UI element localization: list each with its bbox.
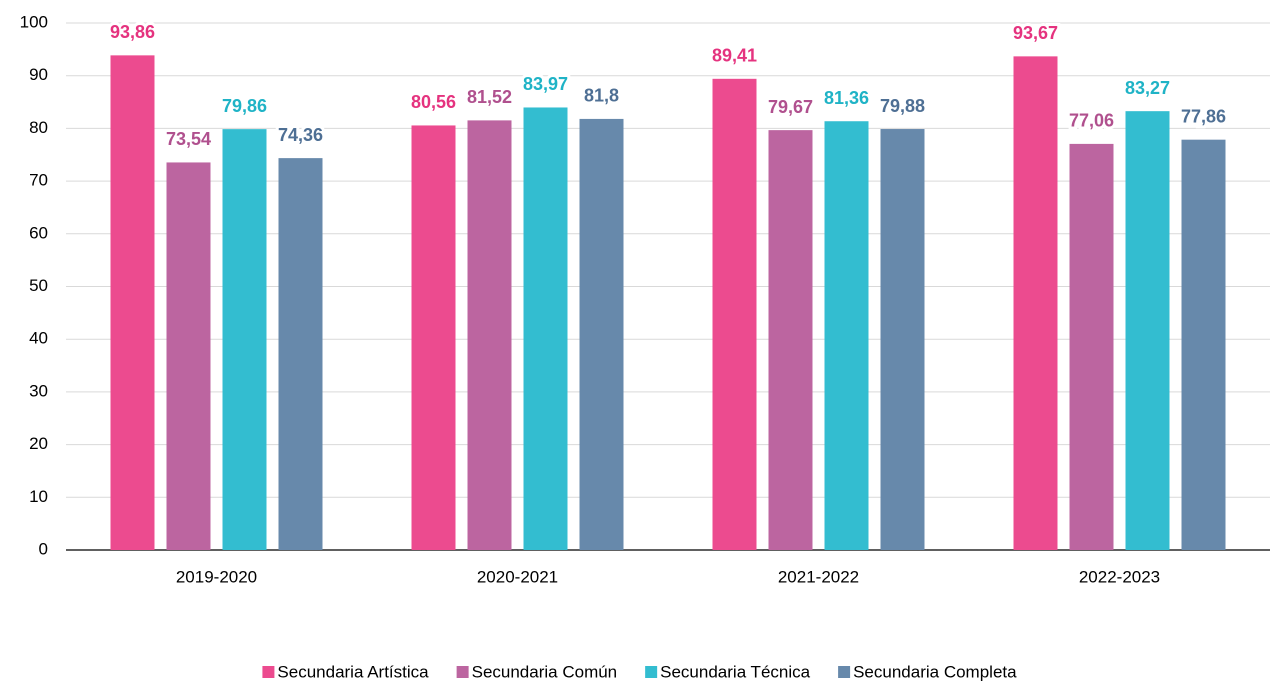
y-tick-label: 40 (29, 329, 48, 348)
bar (278, 158, 323, 550)
bar (411, 125, 456, 551)
bar (1181, 139, 1226, 550)
legend-label: Secundaria Completa (853, 662, 1017, 681)
value-label: 80,56 (411, 92, 456, 112)
legend-label: Secundaria Artística (277, 662, 429, 681)
y-tick-label: 10 (29, 487, 48, 506)
legend-swatch (645, 666, 658, 678)
y-tick-label: 90 (29, 65, 48, 84)
bar (712, 78, 757, 551)
legend-label: Secundaria Técnica (660, 662, 810, 681)
value-label: 93,67 (1013, 23, 1058, 43)
bar (824, 121, 869, 551)
value-label: 77,86 (1181, 106, 1226, 126)
y-tick-label: 100 (20, 12, 48, 31)
legend-label: Secundaria Común (472, 662, 618, 681)
bar (166, 162, 211, 550)
value-label: 77,06 (1069, 111, 1114, 131)
legend-swatch (262, 666, 275, 678)
legend-swatch (456, 666, 469, 678)
bar (579, 118, 624, 550)
value-label: 74,36 (278, 125, 323, 145)
x-tick-label: 2022-2023 (1079, 567, 1160, 586)
bar (110, 55, 155, 551)
value-label: 83,97 (523, 74, 568, 94)
value-label: 79,86 (222, 96, 267, 116)
x-tick-label: 2020-2021 (477, 567, 558, 586)
bar (880, 129, 925, 550)
value-label: 93,86 (110, 22, 155, 42)
y-tick-label: 30 (29, 381, 48, 400)
y-tick-label: 0 (39, 539, 48, 558)
bar (768, 130, 813, 550)
bar (467, 120, 512, 551)
y-tick-label: 50 (29, 276, 48, 295)
x-tick-label: 2021-2022 (778, 567, 859, 586)
value-label: 81,36 (824, 88, 869, 108)
value-label: 83,27 (1125, 78, 1170, 98)
legend-swatch (838, 666, 851, 678)
value-label: 81,8 (584, 86, 619, 106)
value-label: 79,88 (880, 96, 925, 116)
y-tick-label: 80 (29, 118, 48, 137)
y-tick-label: 70 (29, 171, 48, 190)
x-tick-label: 2019-2020 (176, 567, 257, 586)
bar (1069, 143, 1114, 550)
bar (523, 107, 568, 551)
value-label: 73,54 (166, 129, 211, 149)
value-label: 79,67 (768, 97, 813, 117)
bar (222, 129, 267, 550)
y-tick-label: 20 (29, 434, 48, 453)
bar (1125, 111, 1170, 550)
value-label: 81,52 (467, 87, 512, 107)
bar (1013, 56, 1058, 550)
value-label: 89,41 (712, 46, 757, 66)
y-tick-label: 60 (29, 223, 48, 242)
